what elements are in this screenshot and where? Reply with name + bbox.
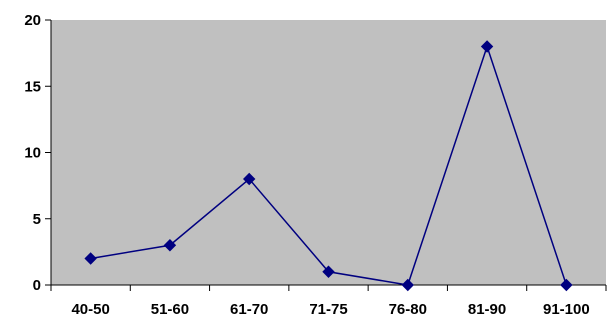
y-axis: 0 5 10 15 20: [24, 12, 52, 294]
data-point-marker: [560, 278, 573, 292]
x-tick-label: 91-100: [543, 301, 590, 318]
y-tick-label: 10: [24, 145, 41, 162]
data-point-marker: [243, 172, 256, 186]
data-point-marker: [480, 40, 494, 53]
plot-area: [51, 20, 606, 285]
data-point-marker: [163, 239, 177, 252]
y-tick-label: 0: [33, 277, 41, 294]
series-markers: [84, 40, 573, 292]
data-point-marker: [322, 265, 335, 278]
x-tick-label: 51-60: [151, 301, 189, 318]
y-tick-label: 5: [33, 211, 41, 228]
x-tick-label: 61-70: [230, 301, 268, 318]
x-tick-label: 40-50: [71, 301, 109, 318]
x-tick-label: 81-90: [468, 301, 506, 318]
x-tick-label: 76-80: [389, 301, 427, 318]
y-tick-label: 15: [24, 78, 41, 95]
x-axis: 40-50 51-60 61-70 71-75 76-80 81-90 91-100: [50, 284, 607, 318]
x-tick-label: 71-75: [309, 301, 347, 318]
y-tick-label: 20: [24, 12, 41, 29]
data-point-marker: [401, 278, 414, 292]
data-point-marker: [84, 252, 97, 265]
